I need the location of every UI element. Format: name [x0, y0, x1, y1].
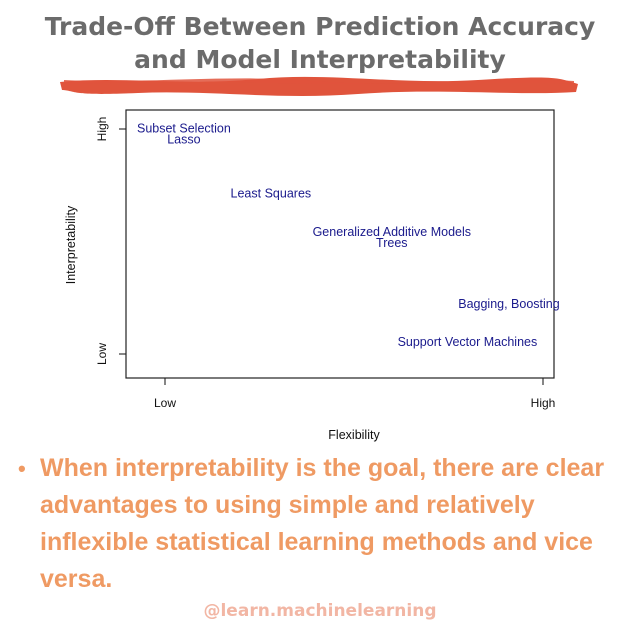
- bullet-point: • When interpretability is the goal, the…: [18, 450, 634, 598]
- y-tick-label: Low: [95, 343, 109, 365]
- plot-frame: [125, 109, 555, 379]
- x-tick-label: Low: [154, 396, 176, 410]
- bullet-dot-icon: •: [18, 456, 26, 481]
- x-tick-label: High: [531, 396, 556, 410]
- point-label: Lasso: [167, 133, 200, 147]
- y-axis-label: Interpretability: [64, 205, 78, 284]
- x-axis-label: Flexibility: [328, 428, 380, 442]
- title-line-1: Trade-Off Between Prediction Accuracy: [44, 12, 596, 41]
- brush-stroke-underline: [60, 76, 578, 96]
- point-label: Bagging, Boosting: [458, 297, 560, 311]
- point-label: Trees: [376, 236, 408, 250]
- footer-handle: @learn.machinelearning: [203, 601, 437, 621]
- point-label: Support Vector Machines: [398, 335, 538, 349]
- point-label: Generalized Additive Models: [313, 225, 471, 239]
- y-tick-label: High: [95, 117, 109, 142]
- bullet-text: When interpretability is the goal, there…: [40, 454, 605, 593]
- point-label: Subset Selection: [137, 121, 231, 135]
- page-title: Trade-Off Between Prediction Accuracy an…: [0, 10, 640, 76]
- title-line-2: and Model Interpretability: [134, 45, 506, 74]
- point-label: Least Squares: [231, 187, 312, 201]
